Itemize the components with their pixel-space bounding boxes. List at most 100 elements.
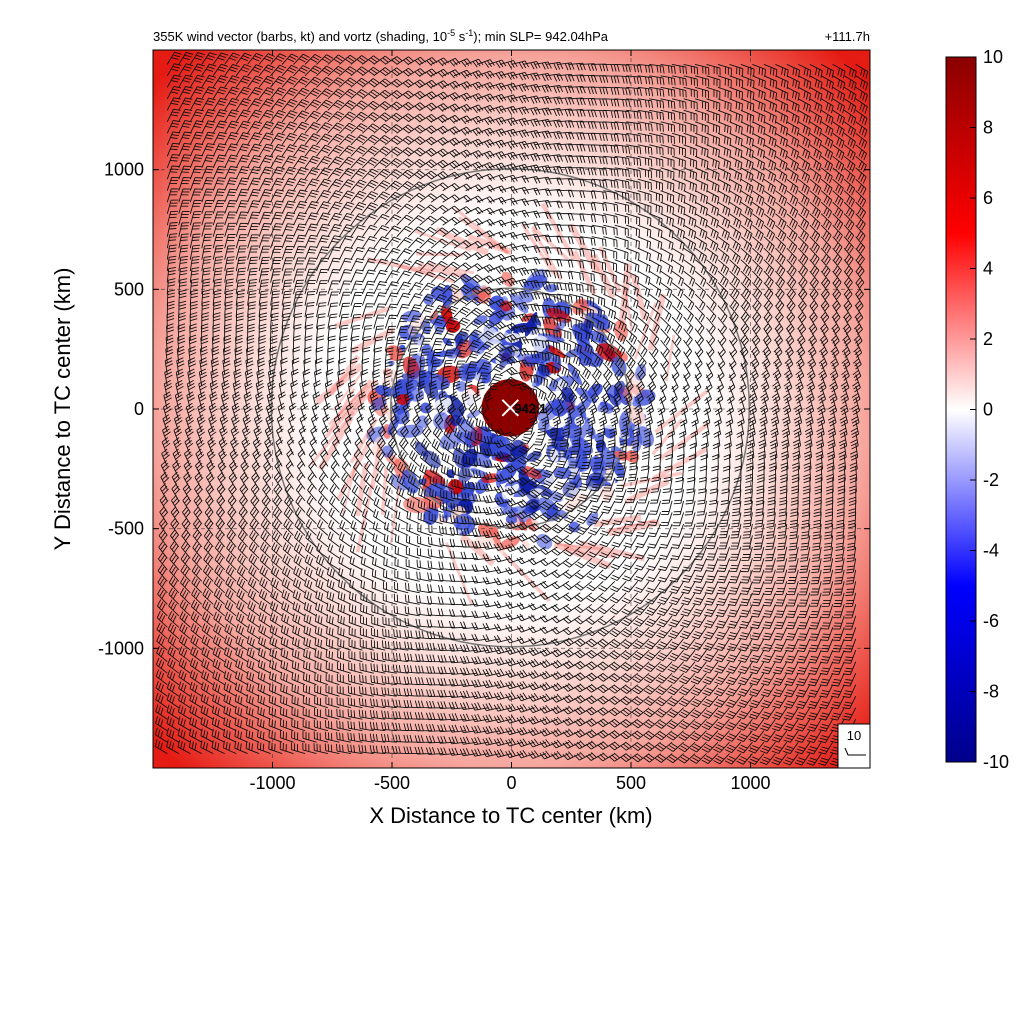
wind-barb — [775, 282, 785, 300]
wind-barb — [702, 684, 719, 697]
wind-barb — [738, 615, 753, 629]
wind-barb — [798, 213, 810, 230]
wind-barb — [750, 351, 760, 370]
wind-barb — [189, 312, 198, 329]
wind-barb — [660, 328, 671, 346]
wind-barb — [465, 115, 484, 125]
wind-barb — [167, 669, 180, 686]
wind-barb — [633, 592, 650, 605]
wind-barb — [684, 500, 696, 516]
wind-barb — [736, 420, 745, 438]
wind-barb — [786, 109, 800, 125]
wind-barb — [713, 718, 730, 731]
wind-barb — [200, 334, 209, 352]
wind-barb — [191, 587, 203, 605]
wind-barb — [729, 109, 743, 123]
wind-barb — [201, 86, 217, 100]
wind-barb — [655, 684, 673, 695]
wind-barb — [846, 546, 857, 563]
wind-barb — [660, 236, 674, 251]
vorticity-streak — [397, 263, 455, 284]
wind-barb — [252, 437, 262, 456]
wind-barb — [809, 132, 822, 149]
wind-barb — [460, 551, 478, 560]
wind-barb — [327, 302, 339, 318]
wind-barb — [551, 648, 570, 658]
wind-barb — [574, 626, 593, 636]
wind-barb — [783, 753, 799, 766]
wind-barb — [614, 121, 631, 131]
wind-barb — [590, 477, 604, 492]
wind-barb — [430, 114, 449, 124]
wind-barb — [258, 75, 275, 88]
wind-barb — [574, 728, 593, 738]
wind-barb — [648, 305, 661, 322]
wind-barb — [637, 270, 651, 286]
vorticity-streak — [354, 462, 369, 517]
wind-barb — [671, 109, 687, 122]
wind-barb — [459, 644, 478, 653]
wind-barb — [282, 554, 294, 571]
wind-barb — [727, 385, 735, 404]
wind-barb — [386, 461, 398, 479]
wind-barb — [658, 558, 673, 572]
wind-barb — [442, 160, 461, 170]
wind-barb — [815, 431, 825, 450]
wind-barb — [362, 134, 380, 146]
wind-barb — [235, 289, 245, 306]
wind-barb — [268, 671, 283, 686]
wind-barb — [442, 239, 460, 249]
wind-barb — [396, 113, 415, 123]
wind-barb — [610, 558, 627, 570]
wind-barb — [774, 604, 788, 618]
wind-barb — [701, 718, 719, 731]
wind-barb — [184, 425, 194, 444]
wind-barb — [339, 156, 356, 169]
wind-barb — [453, 349, 468, 364]
wind-barb — [453, 149, 472, 159]
wind-barb — [166, 278, 176, 295]
wind-barb — [737, 661, 753, 675]
wind-barb — [212, 211, 225, 226]
wind-barb — [683, 213, 697, 228]
wind-barb — [671, 224, 686, 239]
wind-barb — [194, 483, 204, 502]
wind-barb — [476, 297, 495, 307]
wind-barb — [340, 484, 352, 502]
wind-barb — [482, 622, 501, 631]
wind-barb — [603, 282, 617, 296]
vorticity-blob — [568, 486, 596, 496]
wind-barb — [244, 368, 254, 387]
wind-barb — [735, 443, 743, 461]
wind-barb — [680, 604, 696, 617]
wind-barb — [396, 358, 405, 375]
wind-barb — [671, 270, 684, 287]
wind-barb — [790, 500, 799, 517]
wind-barb — [660, 109, 676, 121]
wind-barb — [750, 339, 760, 358]
wind-barb — [830, 684, 845, 698]
wind-barb — [847, 523, 857, 540]
wind-barb — [307, 472, 317, 490]
wind-barb — [551, 592, 570, 601]
wind-barb — [568, 167, 586, 175]
wind-barb — [453, 69, 472, 79]
wind-barb — [659, 535, 673, 549]
wind-barb — [545, 385, 557, 403]
wind-barb — [603, 466, 616, 481]
wind-barb — [200, 323, 209, 341]
wind-barb — [270, 98, 286, 111]
wind-barb — [200, 740, 214, 755]
wind-barb — [339, 88, 357, 100]
wind-barb — [318, 484, 329, 502]
wind-barb — [226, 518, 237, 536]
wind-barb — [614, 259, 629, 272]
wind-barb — [597, 420, 606, 438]
wind-barb — [557, 62, 575, 71]
wind-barb — [637, 339, 648, 357]
wind-barb — [177, 716, 191, 732]
wind-barb — [203, 529, 214, 548]
wind-barb — [562, 603, 581, 613]
wind-barb — [238, 518, 248, 536]
wind-barb — [361, 335, 372, 352]
